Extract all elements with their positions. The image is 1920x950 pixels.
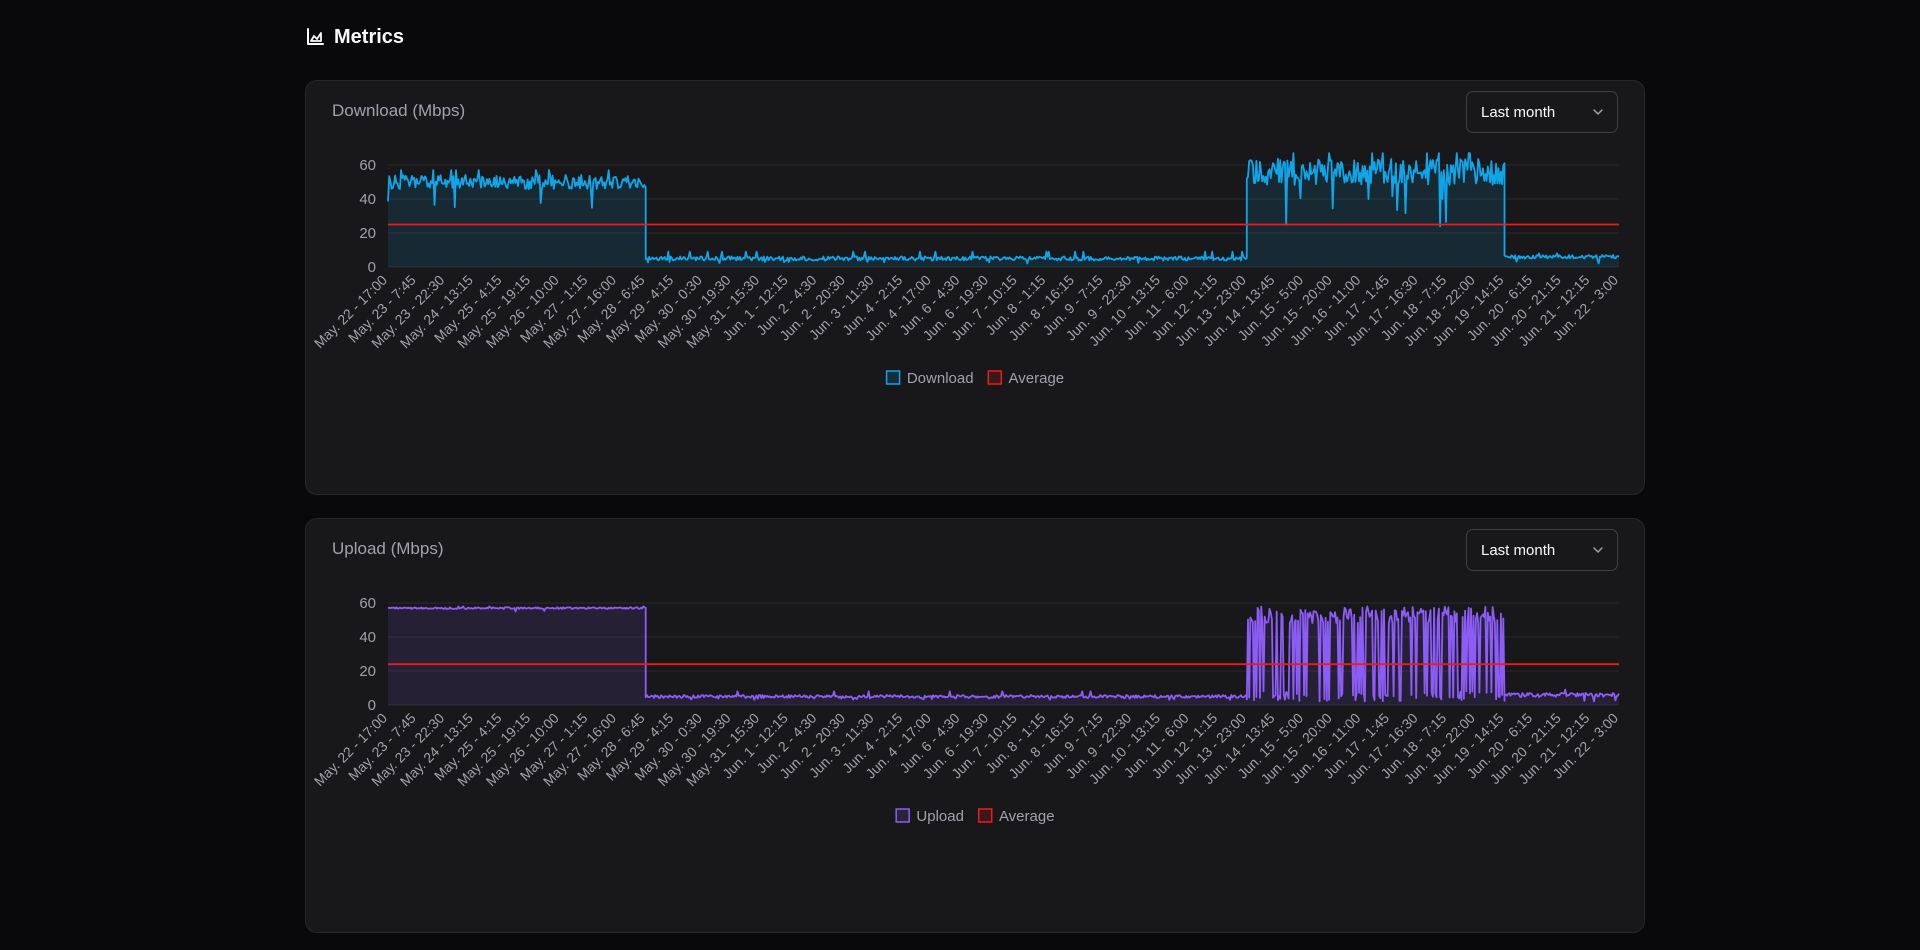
y-tick-label: 40 bbox=[359, 629, 376, 646]
upload-range-select[interactable]: Last month bbox=[1466, 529, 1618, 571]
chevron-down-icon bbox=[1593, 109, 1603, 115]
download-chart-title: Download (Mbps) bbox=[332, 101, 466, 120]
upload-range-value: Last month bbox=[1481, 541, 1556, 559]
legend-label[interactable]: Average bbox=[1009, 370, 1065, 387]
download-chart-card: Download (Mbps) Last month 0 20 40 60 May. 2… bbox=[305, 80, 1645, 495]
y-tick-label: 60 bbox=[359, 595, 376, 612]
page-header: Metrics bbox=[305, 0, 1645, 72]
y-tick-label: 20 bbox=[359, 225, 376, 242]
legend-label[interactable]: Download bbox=[907, 370, 974, 387]
download-range-select[interactable]: Last month bbox=[1466, 91, 1618, 133]
legend-label[interactable]: Average bbox=[999, 808, 1055, 825]
y-tick-label: 60 bbox=[359, 157, 376, 174]
legend-label[interactable]: Upload bbox=[916, 808, 964, 825]
chevron-down-icon bbox=[1593, 547, 1603, 553]
y-tick-label: 0 bbox=[368, 697, 376, 714]
series-line-upload bbox=[387, 605, 1620, 703]
series-area-upload bbox=[388, 606, 1619, 705]
download-range-value: Last month bbox=[1481, 103, 1556, 121]
upload-chart-title: Upload (Mbps) bbox=[332, 539, 444, 558]
metrics-page: Metrics Download (Mbps) Last month 0 20 40… bbox=[305, 0, 1645, 933]
legend-swatch bbox=[987, 370, 1003, 385]
area-chart-icon bbox=[307, 28, 324, 45]
legend-swatch bbox=[895, 808, 910, 823]
upload-chart-card: Upload (Mbps) Last month 0 20 40 60 May. 22 … bbox=[305, 518, 1645, 933]
legend-swatch bbox=[977, 808, 993, 823]
legend-swatch bbox=[885, 370, 901, 385]
page-title: Metrics bbox=[334, 25, 405, 48]
y-tick-label: 20 bbox=[359, 663, 376, 680]
y-tick-label: 0 bbox=[368, 259, 376, 276]
series-line-download bbox=[387, 152, 1620, 265]
series-area-download bbox=[388, 153, 1619, 267]
y-tick-label: 40 bbox=[359, 191, 376, 208]
